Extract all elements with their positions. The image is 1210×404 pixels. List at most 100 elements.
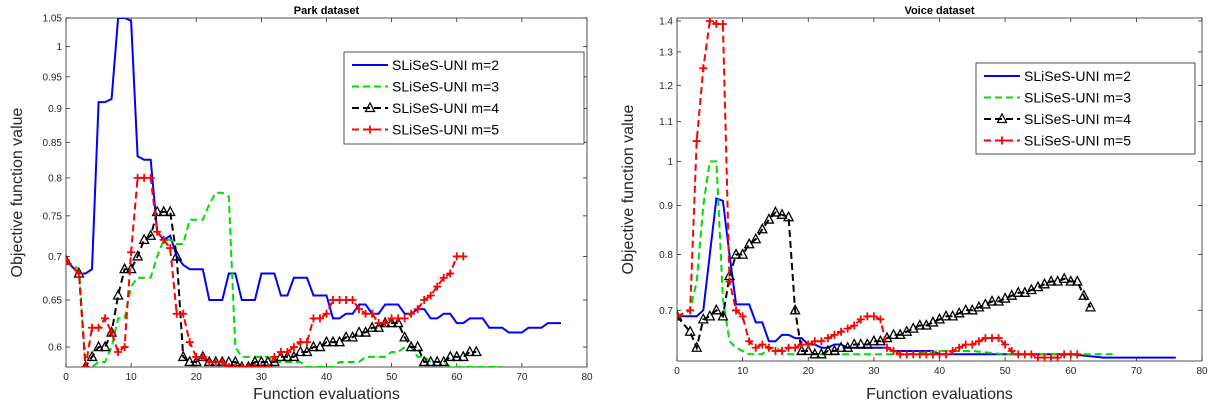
x-tick-label: 10: [737, 366, 749, 377]
series-5: [66, 173, 468, 367]
data-point: [809, 347, 821, 359]
data-point: [948, 347, 957, 356]
data-point: [288, 350, 300, 362]
data-point: [1053, 353, 1062, 361]
data-point: [717, 309, 729, 321]
data-point: [994, 334, 1003, 343]
data-point: [705, 18, 714, 25]
data-point: [1065, 275, 1077, 286]
data-point: [732, 306, 741, 315]
data-point: [1073, 350, 1082, 359]
data-point: [756, 222, 768, 234]
data-point: [275, 350, 287, 362]
data-point: [289, 343, 298, 352]
data-point: [718, 19, 727, 28]
plot-series-group: [677, 18, 1176, 361]
legend-label-5: SLiSeS-UNI m=5: [1024, 133, 1131, 149]
x-axis-label: Function evaluations: [253, 386, 400, 403]
data-point: [107, 328, 116, 337]
data-point: [348, 295, 357, 304]
legend-marker: [996, 112, 1008, 124]
data-point: [407, 309, 416, 318]
data-point: [1012, 286, 1024, 297]
x-tick-label: 80: [1196, 366, 1208, 377]
data-point: [1027, 350, 1036, 359]
data-point: [804, 340, 813, 349]
data-point: [420, 295, 429, 304]
x-tick-label: 50: [1000, 366, 1012, 377]
chart-park: Park dataset 0 10 20 30 40 50 60 70 80 0.6 0.65 0.7 0…: [9, 5, 593, 403]
data-point: [179, 309, 188, 318]
data-point: [405, 340, 417, 352]
series-line-4: [66, 210, 477, 367]
data-point: [974, 337, 983, 346]
data-point: [457, 350, 469, 362]
data-point: [322, 309, 331, 318]
y-tick-label: 1.3: [659, 47, 673, 58]
data-point: [691, 341, 703, 352]
data-point: [164, 205, 176, 217]
data-point: [802, 344, 814, 356]
data-point: [340, 330, 352, 342]
data-point: [145, 229, 157, 240]
legend-marker: [364, 101, 376, 113]
data-point: [66, 256, 70, 265]
data-point: [166, 244, 175, 253]
data-point: [848, 338, 860, 349]
chart-title: Park dataset: [294, 5, 360, 17]
data-point: [426, 291, 435, 300]
y-tick-label: 1.4: [659, 16, 673, 27]
data-point: [263, 363, 272, 367]
data-point: [171, 250, 183, 261]
data-point: [763, 213, 775, 224]
data-point: [737, 248, 749, 259]
y-tick-label: 1: [667, 157, 673, 168]
series-line-3: [677, 160, 1117, 356]
data-point: [704, 309, 716, 321]
data-point: [750, 232, 762, 244]
data-point: [244, 363, 253, 367]
data-point: [224, 363, 233, 367]
data-point: [386, 316, 398, 328]
x-tick-label: 30: [256, 372, 268, 383]
data-point: [120, 343, 129, 352]
data-point: [190, 355, 202, 367]
x-tick-label: 10: [126, 372, 138, 383]
data-point: [94, 323, 103, 332]
data-point: [257, 363, 266, 367]
data-point: [425, 355, 437, 367]
data-point: [185, 338, 194, 347]
data-point: [127, 248, 136, 257]
data-point: [301, 345, 313, 357]
legend-label-2: SLiSeS-UNI m=2: [392, 57, 499, 73]
data-point: [822, 344, 834, 356]
y-tick-label: 1.2: [659, 81, 673, 92]
data-point: [231, 363, 240, 367]
data-point: [250, 363, 259, 367]
data-point: [830, 330, 839, 339]
y-tick-label: 0.75: [43, 211, 63, 222]
data-point: [132, 250, 144, 261]
y-tick-label: 0.6: [48, 343, 62, 354]
data-point: [112, 289, 124, 300]
data-point: [464, 345, 476, 357]
data-point: [1071, 275, 1083, 286]
data-point: [438, 355, 450, 367]
x-tick-label: 20: [803, 366, 815, 377]
data-point: [876, 315, 885, 324]
data-point: [758, 340, 767, 349]
data-point: [837, 327, 846, 336]
data-point: [914, 319, 926, 330]
data-point: [817, 337, 826, 346]
x-tick-label: 80: [581, 372, 593, 383]
data-point: [366, 321, 378, 332]
data-point: [738, 312, 747, 321]
data-point: [400, 314, 409, 323]
data-point: [725, 277, 734, 286]
data-point: [153, 227, 162, 236]
series-5: [677, 18, 1082, 361]
data-point: [855, 338, 867, 349]
chart-voice: Voice dataset 0 10 20 30 40 50 60 70 80 0.7 0.8 0.9 1…: [620, 5, 1208, 403]
data-point: [986, 295, 998, 306]
data-point: [791, 343, 800, 352]
